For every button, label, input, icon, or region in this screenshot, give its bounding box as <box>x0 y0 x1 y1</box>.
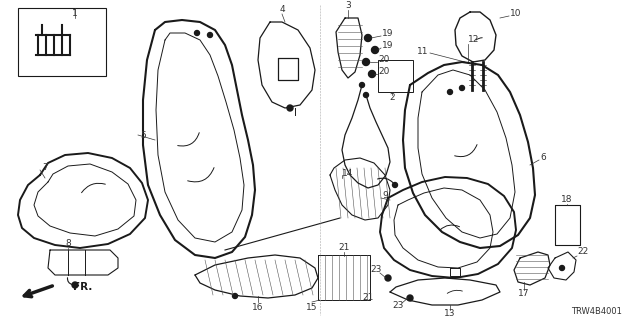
Polygon shape <box>362 59 369 66</box>
Text: 4: 4 <box>279 5 285 14</box>
Polygon shape <box>364 92 369 98</box>
Text: 19: 19 <box>382 28 394 37</box>
Text: 16: 16 <box>252 303 264 313</box>
Polygon shape <box>407 295 413 301</box>
Text: 17: 17 <box>518 290 530 299</box>
Polygon shape <box>369 70 376 77</box>
Polygon shape <box>371 46 378 53</box>
Bar <box>378 60 413 92</box>
Text: 5: 5 <box>140 131 146 140</box>
Polygon shape <box>392 182 397 188</box>
Text: 10: 10 <box>510 10 522 19</box>
Text: 20: 20 <box>378 55 389 65</box>
Text: FR.: FR. <box>73 282 92 292</box>
Text: 21: 21 <box>339 244 349 252</box>
Text: 22: 22 <box>577 247 588 257</box>
Polygon shape <box>559 266 564 270</box>
Text: 21: 21 <box>362 293 374 302</box>
Text: 8: 8 <box>65 239 71 249</box>
Text: 18: 18 <box>561 196 573 204</box>
Polygon shape <box>360 83 365 87</box>
Polygon shape <box>232 293 237 299</box>
Polygon shape <box>287 105 293 111</box>
Text: 9: 9 <box>382 191 388 201</box>
Text: 13: 13 <box>444 309 456 318</box>
Text: 14: 14 <box>342 170 353 179</box>
Polygon shape <box>207 33 212 37</box>
Polygon shape <box>365 35 371 42</box>
Text: 6: 6 <box>540 154 546 163</box>
Text: TRW4B4001: TRW4B4001 <box>571 308 622 316</box>
Text: 11: 11 <box>417 46 428 55</box>
Text: 12: 12 <box>468 36 479 44</box>
Text: 7: 7 <box>42 164 48 172</box>
Polygon shape <box>385 275 391 281</box>
Text: 20: 20 <box>378 68 389 76</box>
Text: 2: 2 <box>389 93 395 102</box>
Text: 15: 15 <box>307 303 317 313</box>
Text: 23: 23 <box>371 266 381 275</box>
Text: 1: 1 <box>72 10 78 19</box>
Bar <box>18 8 106 76</box>
Polygon shape <box>195 30 200 36</box>
Polygon shape <box>447 90 452 94</box>
Text: 23: 23 <box>392 301 404 310</box>
Polygon shape <box>460 85 465 91</box>
Polygon shape <box>72 282 78 288</box>
Text: 3: 3 <box>345 2 351 11</box>
Text: 19: 19 <box>382 42 394 51</box>
